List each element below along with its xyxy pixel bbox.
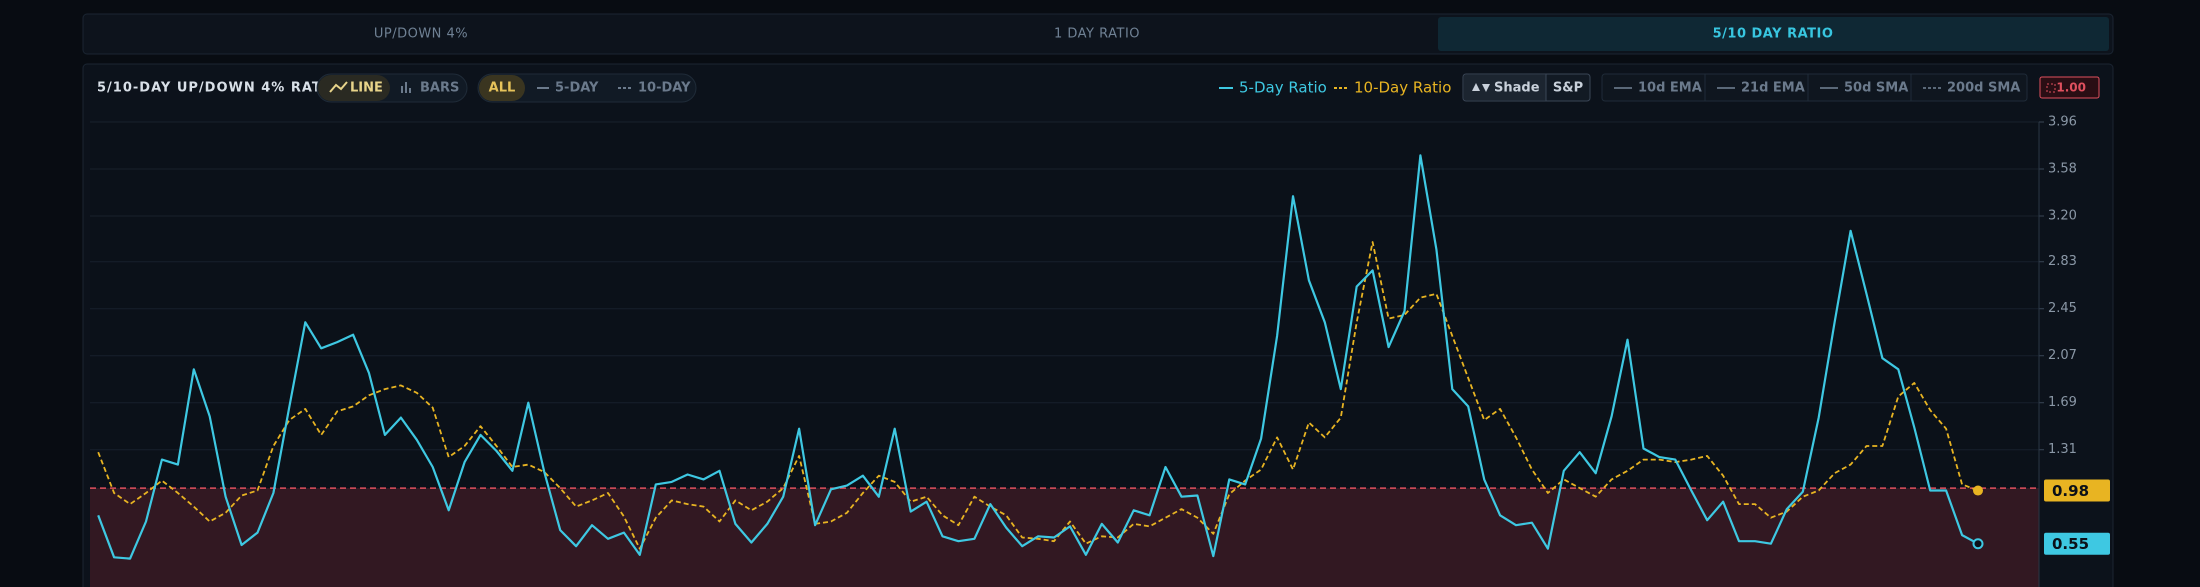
legend-label: 10-Day Ratio [1354, 79, 1451, 97]
shade-icon [1472, 83, 1490, 92]
endpoint-dot [1972, 538, 1984, 550]
y-tick-label: 2.07 [2048, 348, 2077, 363]
y-tick-label: 3.96 [2048, 115, 2077, 130]
legend-label: 5-Day Ratio [1239, 79, 1327, 97]
endpoint-dot [1973, 485, 1983, 496]
series-filter-group [477, 73, 697, 103]
threshold-toggle[interactable] [2039, 76, 2100, 99]
y-tick-label: 2.83 [2048, 254, 2077, 269]
y-tick-label: 2.45 [2048, 301, 2077, 316]
bars-icon [401, 82, 411, 93]
y-tick-label: 1.31 [2048, 442, 2077, 457]
tab[interactable]: 5/10 DAY RATIO [1713, 27, 1834, 42]
y-tick-label: 3.58 [2048, 161, 2077, 176]
overlay-button[interactable]: 50d SMA [1844, 81, 1908, 96]
view-mode-button[interactable]: LINE [350, 81, 383, 96]
tab[interactable]: 1 DAY RATIO [1054, 27, 1140, 42]
value-badge [2044, 479, 2110, 502]
value-badge [2044, 532, 2110, 555]
series-filter-button[interactable]: 5-DAY [555, 81, 599, 96]
y-tick-label: 3.20 [2048, 208, 2077, 223]
y-tick-label: 1.69 [2048, 395, 2077, 410]
threshold-icon [2046, 83, 2056, 93]
toggle-button[interactable]: S&P [1553, 81, 1583, 96]
series-filter-button[interactable]: ALL [489, 81, 516, 96]
active-filter-bg [479, 75, 525, 101]
value-badge-label: 0.98 [2052, 482, 2089, 500]
plot-area: 3.96 3.58 3.20 2.83 2.45 2.07 1.69 1.31 0.55 0.98 [90, 115, 2110, 587]
chart-title: 5/10-DAY UP/DOWN 4% RATIO [97, 81, 340, 96]
value-badge-label: 0.55 [2052, 535, 2089, 553]
overlay-button[interactable]: 21d EMA [1741, 81, 1805, 96]
series-line [97, 154, 1979, 560]
overlay-group [1601, 73, 2028, 102]
toggle-button[interactable]: Shade [1494, 81, 1540, 96]
view-mode-button[interactable]: BARS [420, 81, 459, 96]
series-filter-button[interactable]: 10-DAY [638, 81, 691, 96]
active-tab-bg [1438, 17, 2109, 51]
tab[interactable]: UP/DOWN 4% [374, 27, 468, 42]
threshold-shade [90, 488, 2039, 587]
line-icon [329, 81, 348, 93]
threshold-label: 1.00 [2056, 81, 2086, 95]
overlay-button[interactable]: 10d EMA [1638, 81, 1702, 96]
series-line [97, 241, 1979, 550]
active-view-bg [318, 75, 390, 101]
overlay-button[interactable]: 200d SMA [1947, 81, 2020, 96]
